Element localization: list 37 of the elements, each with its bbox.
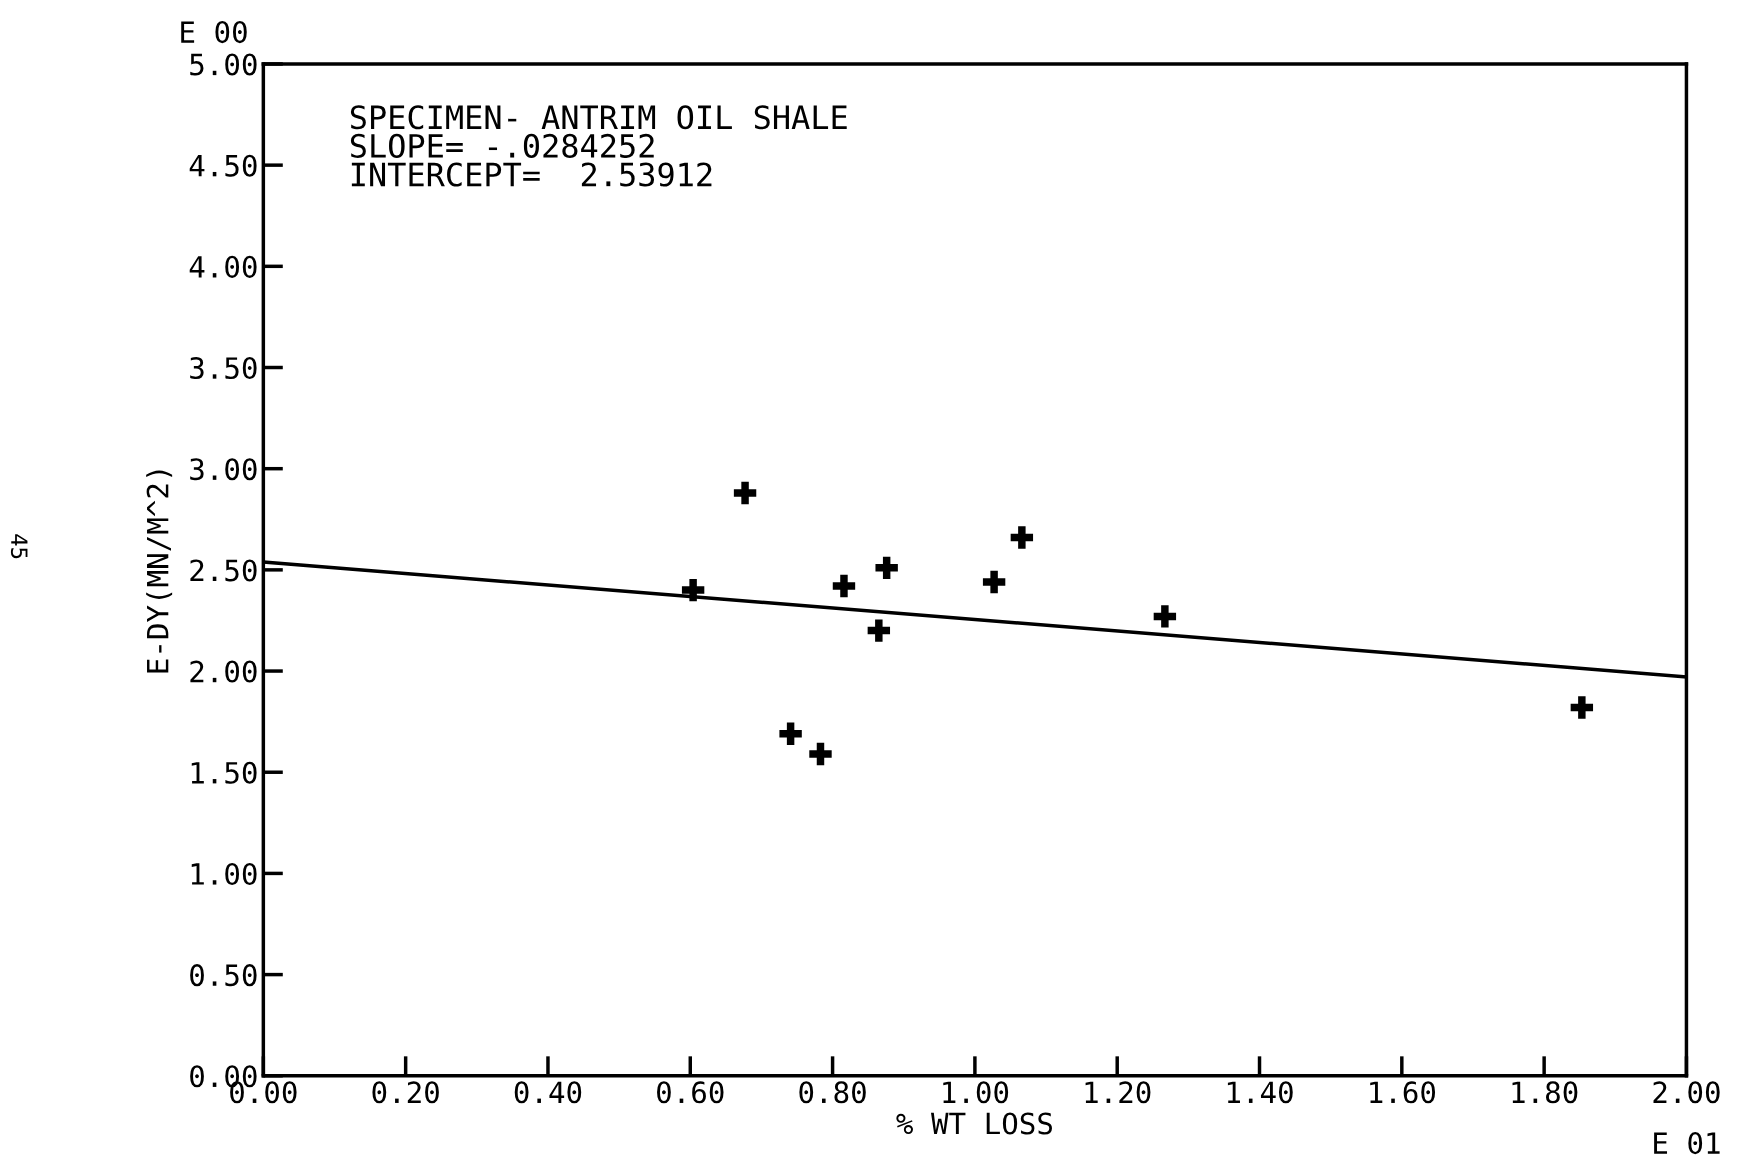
point	[867, 619, 891, 642]
y-tick-label: 0.50	[190, 964, 257, 987]
y-tick-label: 3.50	[190, 357, 257, 380]
y-axis-title: E-DY(MN/M^2)	[146, 470, 173, 673]
point	[875, 556, 898, 580]
y-tick-label: 2.50	[190, 559, 257, 582]
point	[982, 570, 1006, 594]
x-tick-label: 1.60	[1370, 1081, 1436, 1104]
x-tick-label: 1.20	[1085, 1081, 1151, 1104]
x-axis-title: % WT LOSS	[896, 1112, 1052, 1135]
point	[779, 722, 802, 745]
x-tick-label: 0.60	[657, 1081, 724, 1104]
y-tick-label: 4.00	[189, 255, 257, 278]
x-tick-label: 0.20	[372, 1081, 439, 1104]
point	[681, 578, 705, 602]
point	[809, 742, 832, 766]
y-tick-label: 5.00	[190, 53, 257, 76]
x-tick-label: 2.00	[1653, 1081, 1720, 1104]
annotation: SPECIMEN- ANTRIM OIL SHALE SLOPE= -.0284252 INTERCEPT= 2.53912	[350, 105, 847, 187]
text: 45	[10, 534, 28, 559]
point	[832, 574, 856, 598]
point	[1153, 605, 1177, 628]
point	[733, 481, 757, 505]
point	[1010, 526, 1034, 549]
y-tick-label: 4.50	[189, 154, 257, 177]
y-tick-label: 2.00	[190, 660, 257, 683]
text: E 01	[1654, 1132, 1720, 1155]
y-tick-label: 1.50	[191, 761, 257, 784]
x-tick-label: 0.40	[514, 1081, 582, 1104]
point	[1570, 696, 1594, 719]
x-tick-label: 1.40	[1227, 1081, 1293, 1104]
x-tick-label: 1.80	[1512, 1081, 1578, 1104]
y-tick-label: 3.00	[190, 458, 257, 481]
x-tick-label: 0.80	[799, 1081, 866, 1104]
text: E 00	[181, 21, 247, 44]
x-tick-label: 1.00	[943, 1081, 1009, 1104]
y-tick-label: 1.00	[191, 862, 257, 885]
